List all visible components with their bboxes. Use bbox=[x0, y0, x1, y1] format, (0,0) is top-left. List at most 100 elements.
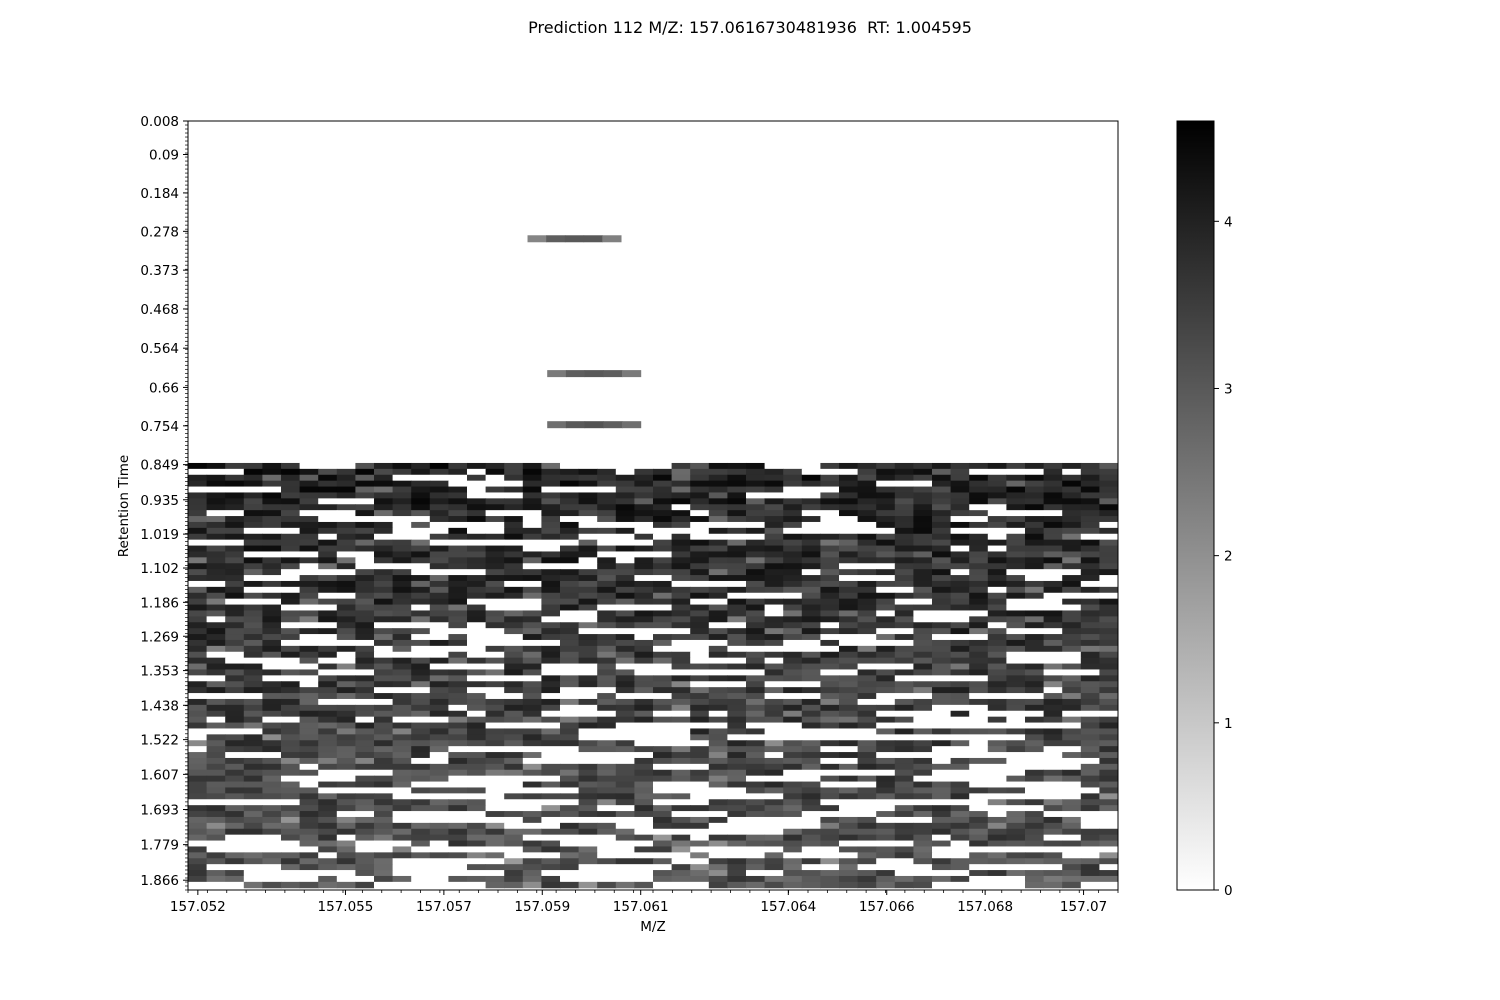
heatmap-cell bbox=[429, 462, 449, 470]
heatmap-cell bbox=[634, 527, 710, 535]
heatmap-cell bbox=[374, 669, 394, 676]
heatmap-cell bbox=[1099, 787, 1119, 794]
heatmap-cell bbox=[764, 716, 784, 724]
heatmap-cell bbox=[801, 752, 821, 759]
heatmap-cell bbox=[188, 598, 208, 606]
heatmap-cell bbox=[392, 598, 412, 606]
heatmap-cell bbox=[225, 763, 245, 771]
heatmap-cell bbox=[281, 504, 301, 511]
heatmap-cell bbox=[448, 757, 468, 765]
heatmap-cell bbox=[1043, 716, 1063, 724]
heatmap-cell bbox=[708, 716, 728, 724]
heatmap-cell bbox=[727, 622, 747, 629]
heatmap-cell bbox=[522, 592, 542, 600]
heatmap-cell bbox=[448, 687, 468, 694]
heatmap-cell bbox=[262, 604, 282, 611]
heatmap-cell bbox=[969, 669, 989, 676]
heatmap-cell bbox=[987, 787, 1007, 794]
heatmap-cell bbox=[1099, 728, 1119, 735]
heatmap-cell bbox=[820, 787, 840, 794]
heatmap-cell bbox=[1099, 504, 1119, 511]
heatmap-cell bbox=[541, 557, 561, 564]
heatmap-cell bbox=[336, 781, 356, 788]
heatmap-cell bbox=[262, 533, 282, 541]
heatmap-cell bbox=[281, 752, 301, 759]
heatmap-cell bbox=[355, 586, 375, 594]
heatmap-cell bbox=[1025, 775, 1045, 783]
heatmap-cell bbox=[392, 816, 487, 824]
heatmap-cell bbox=[839, 551, 859, 558]
heatmap-cell bbox=[355, 480, 375, 488]
heatmap-cell bbox=[894, 486, 914, 493]
heatmap-cell bbox=[392, 580, 412, 588]
x-tick-label: 157.059 bbox=[514, 899, 570, 915]
heatmap-cell bbox=[429, 663, 505, 670]
heatmap-cell bbox=[262, 781, 282, 788]
heatmap-cell bbox=[560, 492, 580, 499]
heatmap-cell bbox=[876, 592, 896, 600]
heatmap-cell bbox=[615, 704, 635, 712]
heatmap-cell bbox=[894, 775, 914, 783]
heatmap-cell bbox=[1080, 881, 1119, 889]
heatmap-cell bbox=[913, 669, 933, 676]
heatmap-cell bbox=[281, 580, 301, 588]
heatmap-cell bbox=[299, 687, 319, 694]
heatmap-cell bbox=[597, 527, 617, 535]
heatmap-cell bbox=[615, 504, 635, 511]
heatmap-cell bbox=[541, 805, 561, 812]
heatmap-cell bbox=[950, 592, 970, 600]
heatmap-cell bbox=[541, 870, 654, 877]
heatmap-cell bbox=[225, 575, 245, 582]
heatmap-cell bbox=[950, 580, 970, 588]
heatmap-cell bbox=[225, 734, 245, 741]
heatmap-cell bbox=[1062, 580, 1082, 588]
heatmap-cell bbox=[541, 687, 561, 694]
heatmap-cell bbox=[541, 763, 561, 771]
heatmap-cell bbox=[653, 704, 673, 712]
heatmap-cell bbox=[801, 840, 821, 847]
heatmap-cell bbox=[764, 521, 784, 529]
heatmap-cell bbox=[969, 763, 1082, 771]
heatmap-cell bbox=[355, 527, 375, 535]
heatmap-cell bbox=[243, 551, 319, 558]
heatmap-cell bbox=[913, 533, 933, 541]
heatmap-cell bbox=[560, 722, 580, 729]
heatmap-cell bbox=[299, 740, 319, 747]
heatmap-cell bbox=[206, 651, 245, 659]
heatmap-cell bbox=[894, 645, 914, 653]
heatmap-cell bbox=[225, 598, 282, 606]
heatmap-cell bbox=[932, 681, 952, 688]
heatmap-cell bbox=[336, 793, 356, 800]
heatmap-cell bbox=[429, 704, 449, 712]
heatmap-cell bbox=[783, 687, 803, 694]
heatmap-cell bbox=[1043, 563, 1063, 570]
heatmap-cell bbox=[1080, 533, 1119, 541]
heatmap-cell bbox=[578, 492, 598, 499]
heatmap-cell bbox=[281, 864, 301, 871]
heatmap-cell bbox=[820, 840, 840, 847]
x-tick-label: 157.052 bbox=[170, 899, 226, 915]
heatmap-cell bbox=[1043, 462, 1063, 470]
heatmap-cell bbox=[206, 634, 226, 641]
heatmap-cell bbox=[894, 769, 914, 777]
heatmap-cell bbox=[281, 787, 301, 794]
heatmap-cell bbox=[318, 486, 338, 493]
heatmap-cell bbox=[690, 669, 766, 676]
heatmap-cell bbox=[281, 852, 301, 859]
heatmap-cell bbox=[987, 816, 1007, 824]
heatmap-cell bbox=[225, 875, 245, 883]
heatmap-cell bbox=[876, 704, 896, 712]
heatmap-cell bbox=[355, 704, 375, 712]
heatmap-cell bbox=[1062, 575, 1082, 582]
heatmap-cell bbox=[243, 651, 263, 659]
heatmap-cell bbox=[299, 657, 319, 665]
heatmap-cell bbox=[467, 681, 487, 688]
heatmap-cell bbox=[764, 687, 784, 694]
heatmap-cell bbox=[281, 816, 301, 824]
heatmap-cell bbox=[560, 881, 580, 889]
heatmap-cell bbox=[615, 563, 635, 570]
heatmap-cell bbox=[1099, 645, 1119, 653]
heatmap-cell bbox=[746, 757, 766, 765]
heatmap-cell bbox=[1099, 527, 1119, 535]
heatmap-cell bbox=[950, 492, 970, 499]
